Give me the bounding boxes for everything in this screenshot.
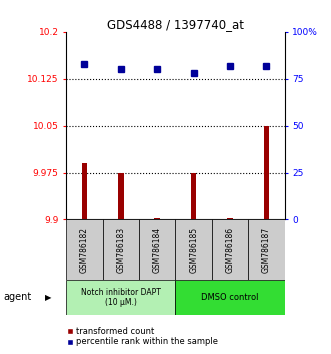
Title: GDS4488 / 1397740_at: GDS4488 / 1397740_at (107, 18, 244, 31)
Bar (66, 219, 103, 280)
Bar (191, 172, 196, 219)
Bar (118, 172, 123, 219)
Bar (175, 280, 285, 315)
Bar (155, 218, 160, 219)
Text: ▶: ▶ (45, 293, 51, 302)
Bar (248, 219, 285, 280)
Bar (66, 280, 175, 315)
Legend: transformed count, percentile rank within the sample: transformed count, percentile rank withi… (64, 324, 221, 350)
Text: GSM786185: GSM786185 (189, 227, 198, 273)
Text: GSM786183: GSM786183 (116, 227, 125, 273)
Text: agent: agent (3, 292, 31, 302)
Bar (82, 163, 87, 219)
Bar (139, 219, 175, 280)
Text: GSM786187: GSM786187 (262, 227, 271, 273)
Bar (175, 219, 212, 280)
Bar (264, 126, 269, 219)
Text: GSM786182: GSM786182 (80, 227, 89, 273)
Bar (103, 219, 139, 280)
Bar (227, 218, 233, 219)
Text: Notch inhibitor DAPT
(10 μM.): Notch inhibitor DAPT (10 μM.) (81, 288, 161, 307)
Text: GSM786186: GSM786186 (225, 227, 235, 273)
Bar (212, 219, 248, 280)
Text: DMSO control: DMSO control (201, 293, 259, 302)
Text: GSM786184: GSM786184 (153, 227, 162, 273)
